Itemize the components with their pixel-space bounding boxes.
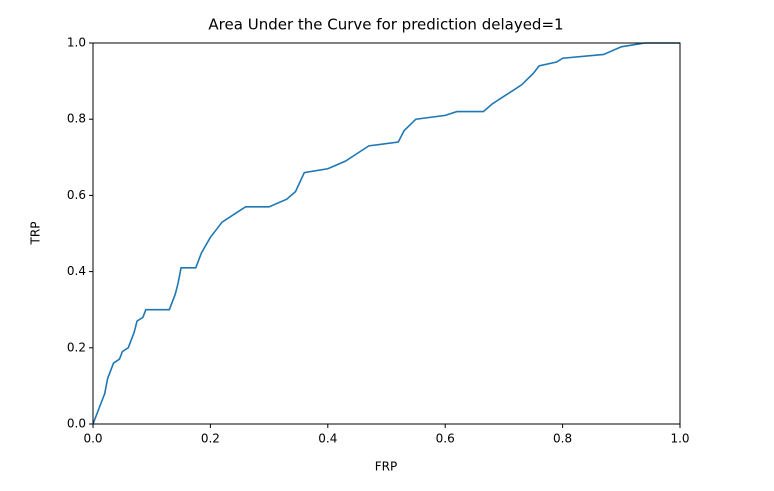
plot-frame — [92, 42, 681, 425]
x-tick-label: 1.0 — [670, 432, 689, 446]
y-axis-label: TRP — [29, 222, 43, 246]
x-tick-label: 0.4 — [318, 432, 337, 446]
y-tick-label: 0.0 — [67, 417, 86, 431]
x-tick-label: 0.2 — [201, 432, 220, 446]
y-tick-label: 0.4 — [67, 264, 86, 278]
y-tick-label: 1.0 — [67, 36, 86, 50]
x-tick-label: 0.0 — [83, 432, 102, 446]
x-axis-label: FRP — [375, 460, 397, 474]
y-tick-label: 0.2 — [67, 340, 86, 354]
x-tick-label: 0.8 — [553, 432, 572, 446]
y-tick-label: 0.6 — [67, 188, 86, 202]
x-tick-label: 0.6 — [436, 432, 455, 446]
y-tick-label: 0.8 — [67, 112, 86, 126]
roc-line — [92, 42, 680, 425]
chart-title: Area Under the Curve for prediction dela… — [208, 16, 563, 34]
